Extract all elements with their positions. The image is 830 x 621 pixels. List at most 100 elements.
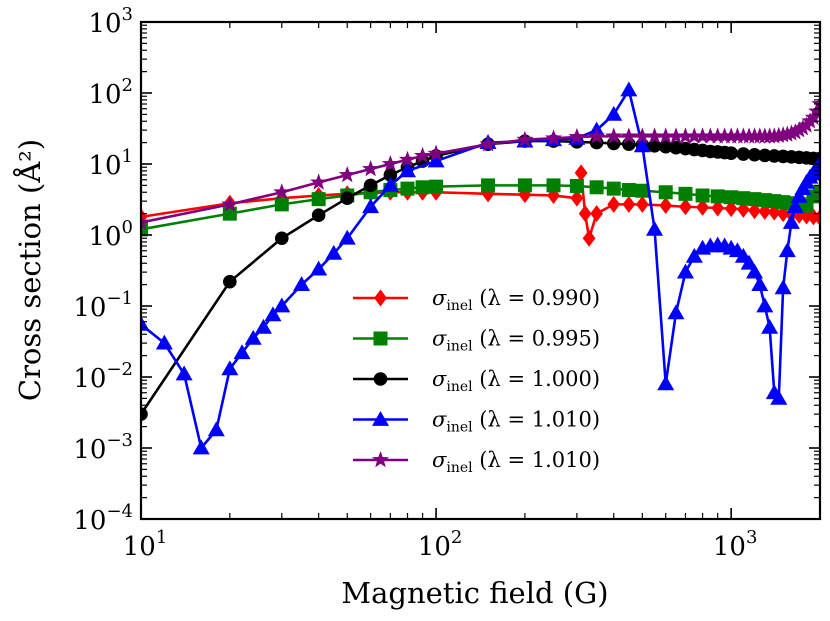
series-3-point — [310, 260, 328, 276]
series-4-point — [722, 127, 740, 144]
series-3-point — [774, 279, 792, 295]
series-4-point — [811, 95, 820, 112]
series-3-point — [207, 421, 225, 437]
y-tick-label: 10−2 — [73, 359, 133, 394]
series-4-point — [605, 127, 623, 144]
series-2-point — [274, 231, 289, 246]
legend-marker — [373, 372, 388, 386]
series-3-line — [141, 88, 820, 450]
x-tick-label: 101 — [123, 527, 168, 562]
series-4-point — [657, 127, 675, 144]
series-1-point — [274, 197, 289, 212]
series-3-point — [273, 297, 291, 313]
y-tick-label: 101 — [88, 146, 133, 181]
series-0-point — [570, 189, 584, 207]
legend-item: σinel (λ = 0.995) — [353, 327, 600, 355]
series-3-point — [338, 229, 356, 245]
series-3-point — [233, 344, 251, 360]
series-4-point — [273, 183, 291, 200]
series-3-point — [782, 213, 800, 229]
series-1-point — [141, 222, 148, 237]
series-3-point — [751, 276, 769, 292]
series-3-point — [761, 318, 779, 334]
series-4-point — [633, 127, 651, 144]
plot-frame — [139, 20, 822, 521]
series-1-point — [400, 181, 415, 196]
series-3-point — [790, 187, 808, 203]
series-1-point — [481, 178, 496, 193]
series-0-point — [659, 197, 673, 215]
series-0-point — [578, 205, 592, 223]
series-2-point — [363, 178, 378, 193]
legend-label: σinel (λ = 0.990) — [432, 286, 600, 314]
series-3-point — [175, 365, 193, 381]
series-4-point — [588, 127, 606, 144]
series-1-point — [724, 190, 739, 205]
series-3-point — [667, 304, 685, 320]
series-1-point — [736, 191, 751, 206]
series-0-point — [711, 199, 725, 217]
series-1-point — [429, 179, 444, 194]
series-4-point — [427, 144, 445, 161]
series-2-point — [724, 146, 738, 160]
series-1-point — [517, 178, 532, 193]
legend: σinel (λ = 0.990) σinel (λ = 0.995) σinel … — [353, 286, 600, 476]
series-1-point — [415, 180, 430, 195]
series-4-point — [479, 135, 497, 152]
series-3 — [141, 81, 820, 455]
series-2-point — [736, 147, 751, 161]
series-1-point — [589, 180, 604, 195]
x-tick-label: 102 — [418, 527, 463, 562]
legend-marker — [372, 411, 389, 426]
x-axis-label: Magnetic field (G) — [341, 576, 608, 610]
series-3-point — [221, 360, 239, 376]
series-1-point — [635, 183, 650, 198]
series-3-point — [633, 137, 651, 153]
y-tick-label: 10−1 — [73, 288, 133, 323]
series-3-point — [362, 198, 380, 214]
series-2-point — [383, 168, 398, 182]
y-tick-label: 10−3 — [73, 430, 133, 465]
series-3-point — [756, 297, 774, 313]
series-2-point — [223, 274, 237, 289]
legend-item: σinel (λ = 1.010) — [353, 408, 600, 436]
series-3-point — [786, 198, 804, 214]
legend-label: σinel (λ = 1.010) — [432, 408, 600, 436]
series-4-point — [701, 127, 719, 144]
series-4-point — [667, 127, 685, 144]
series-1-point — [311, 192, 326, 207]
legend-item: σinel (λ = 0.990) — [353, 286, 600, 314]
series-4-point — [716, 127, 734, 144]
series-4-point — [568, 128, 586, 145]
series-3-point — [254, 318, 272, 334]
x-tick-label: 103 — [713, 527, 758, 562]
series-4-point — [685, 127, 703, 144]
series-3-point — [427, 152, 445, 168]
series-0-point — [582, 229, 596, 247]
series-3-point — [293, 276, 311, 292]
tick-labels-layer: 101 102 103 10−4 10−3 10−2 10−1 100 101 102 103 — [73, 4, 757, 562]
series-0-point — [635, 195, 649, 213]
legend-item: σinel (λ = 1.010) — [353, 448, 600, 476]
series-4-point — [786, 123, 804, 140]
series-1-point — [546, 178, 561, 193]
series-3-point — [244, 329, 262, 345]
y-tick-label: 100 — [88, 217, 133, 252]
legend-item: σinel (λ = 1.000) — [353, 367, 600, 395]
series-1-point — [222, 206, 237, 221]
series-4-point — [310, 173, 328, 190]
series-2-point — [747, 147, 762, 162]
series-3-point — [770, 389, 788, 405]
series-1-point — [710, 189, 725, 204]
legend-marker — [374, 289, 387, 307]
series-3-point — [381, 176, 399, 192]
series-1-point — [569, 178, 584, 193]
series-1-point — [695, 188, 710, 203]
series-layer — [141, 81, 820, 455]
series-3-point — [746, 263, 764, 279]
series-4-point — [544, 129, 563, 146]
series-2-point — [658, 139, 673, 154]
series-4-point — [694, 127, 712, 144]
series-4-point — [620, 127, 638, 144]
